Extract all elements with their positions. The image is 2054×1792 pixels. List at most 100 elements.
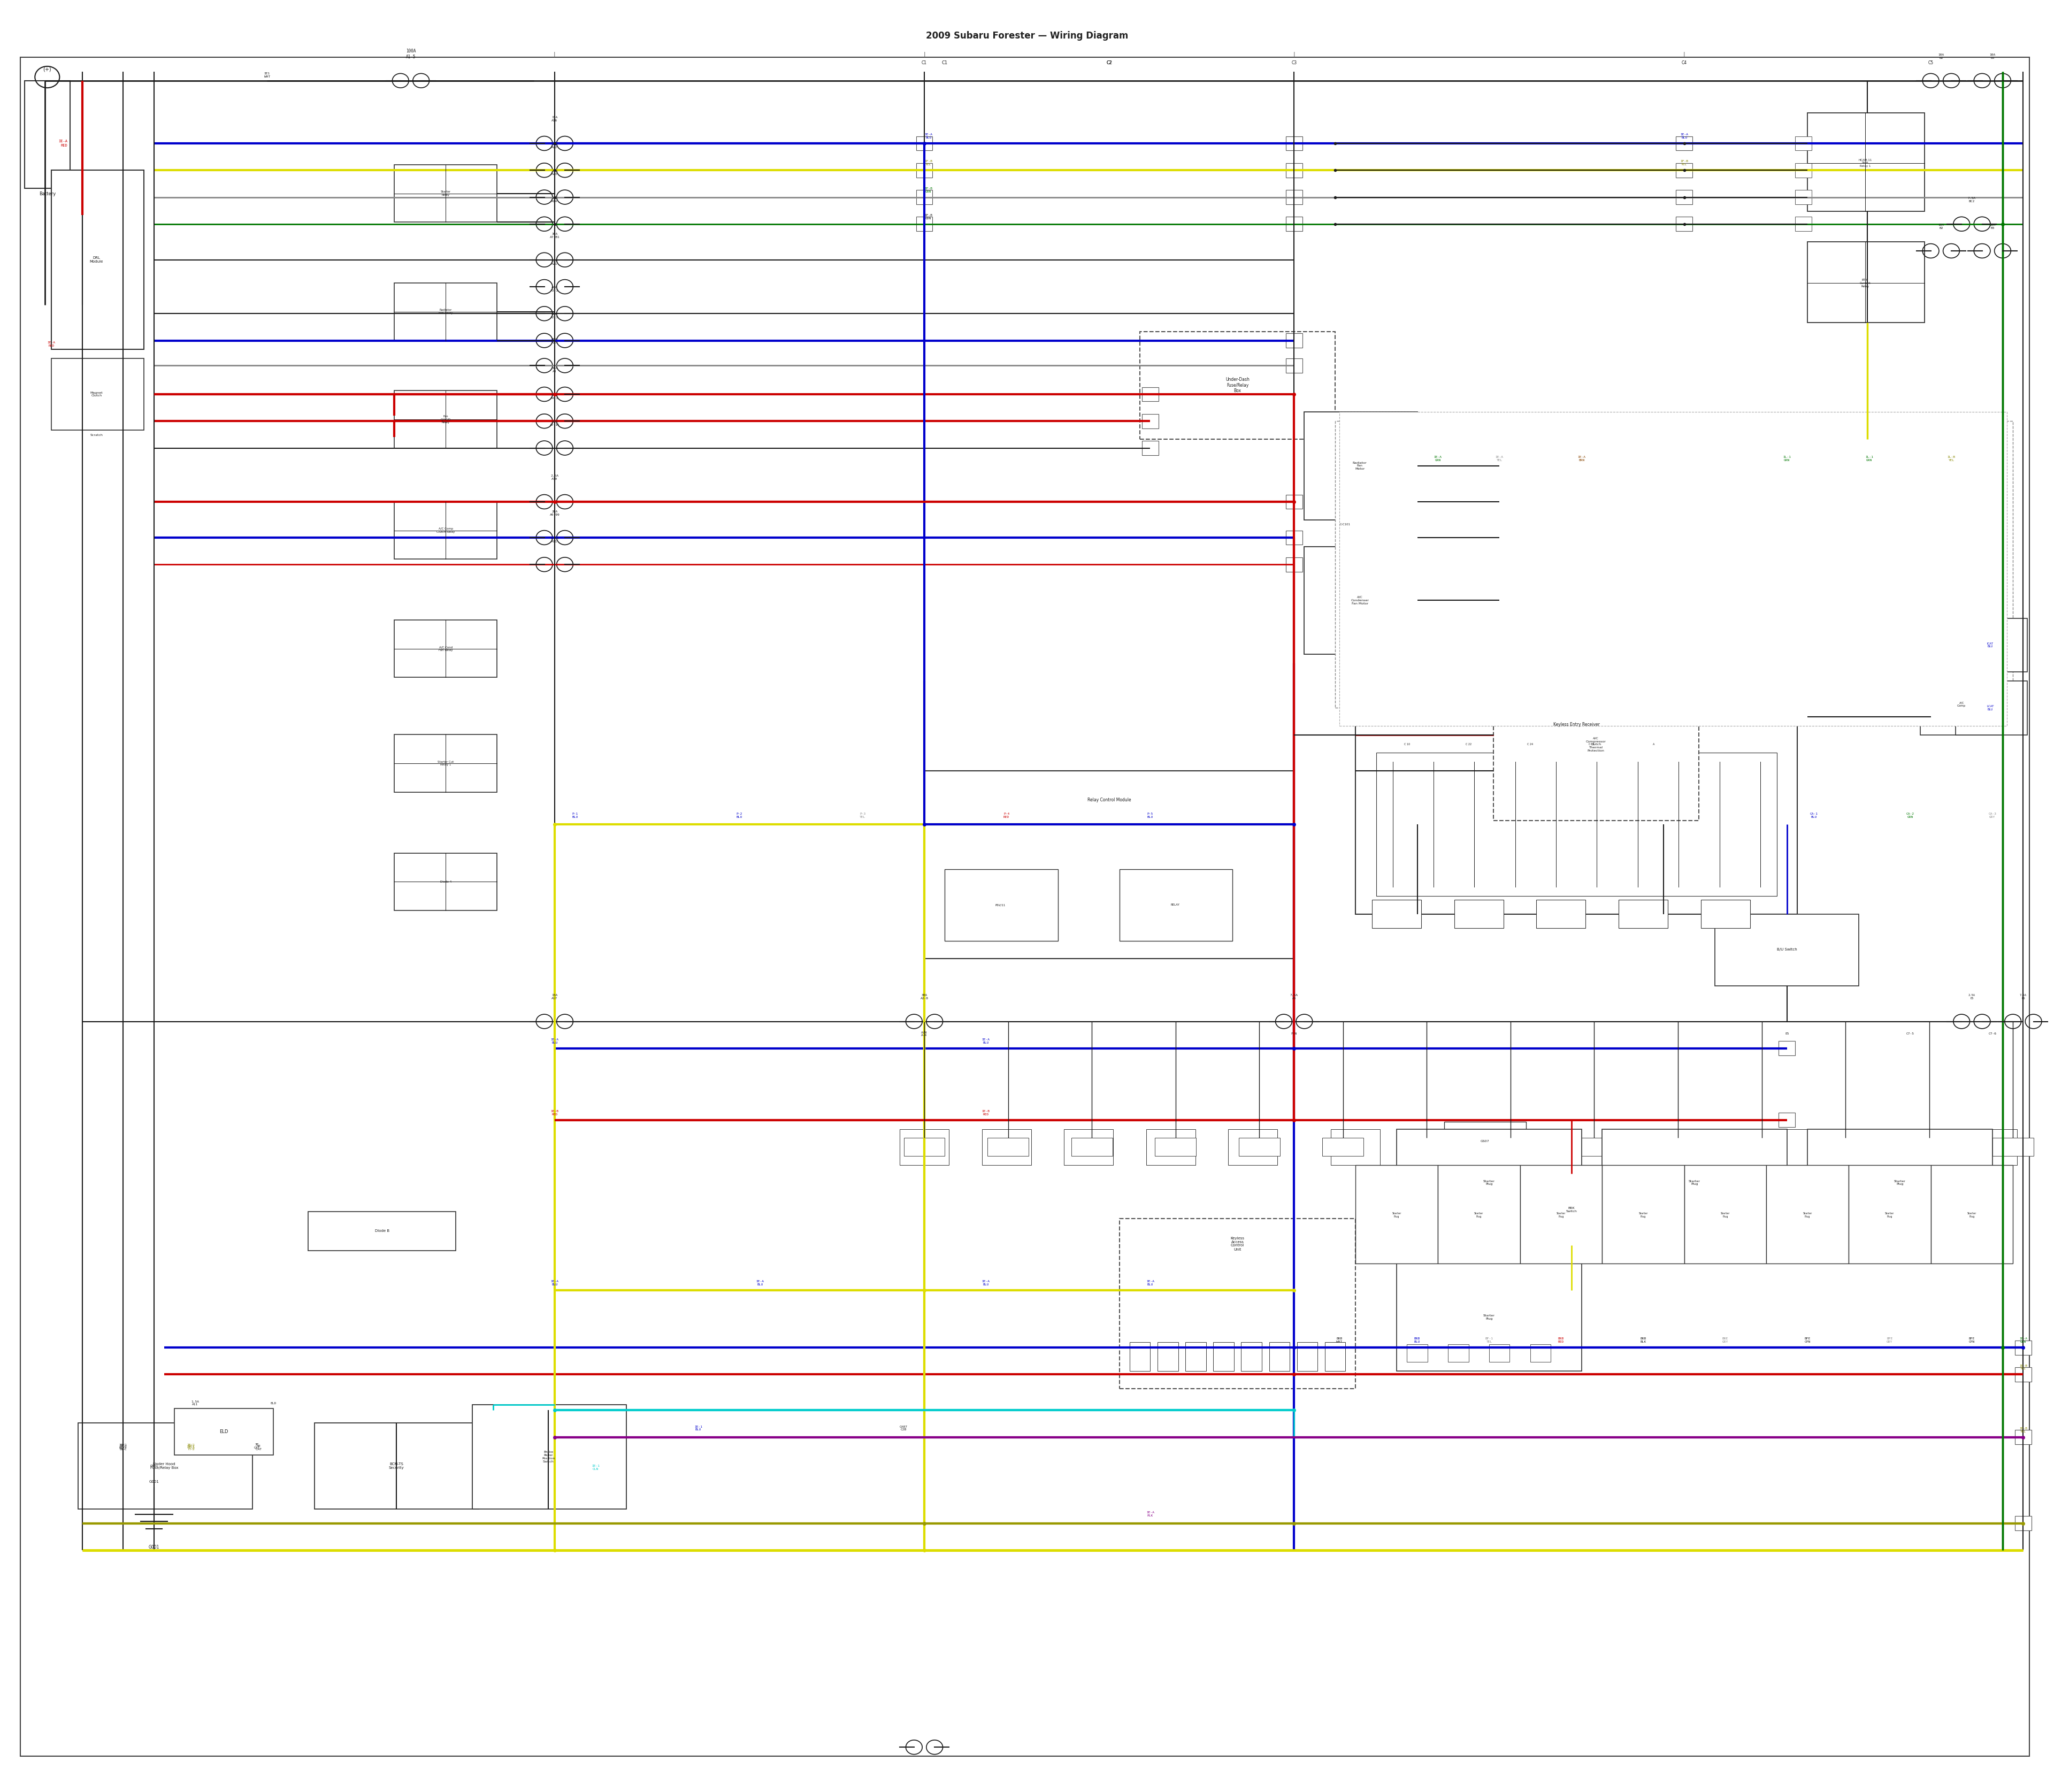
Text: CA-2
GRN: CA-2 GRN — [1906, 812, 1914, 819]
Text: P-5
BLU: P-5 BLU — [1148, 812, 1152, 819]
Text: PSV/11: PSV/11 — [994, 903, 1006, 907]
Text: P-1
BLU: P-1 BLU — [573, 812, 577, 819]
Bar — [394, 165, 497, 222]
Text: IE-B
RED: IE-B RED — [550, 1109, 559, 1116]
Bar — [1602, 1165, 1684, 1263]
Bar — [1119, 1219, 1356, 1389]
Bar — [1701, 900, 1750, 928]
Bar — [51, 358, 144, 430]
Text: CA-1
BLU: CA-1 BLU — [1810, 812, 1818, 819]
Text: BRK
Switch: BRK Switch — [1565, 1206, 1577, 1213]
Bar — [2015, 1430, 2031, 1444]
Bar — [1286, 217, 1302, 231]
Text: 30A
A2-8: 30A A2-8 — [920, 995, 928, 1000]
Bar — [982, 1129, 1031, 1165]
Text: 10A
B3: 10A B3 — [1990, 224, 1994, 229]
Bar — [314, 1423, 479, 1509]
Text: IE-1
CLN: IE-1 CLN — [592, 1464, 600, 1471]
Bar — [1454, 900, 1504, 928]
Text: IE-A
BLU: IE-A BLU — [756, 1279, 764, 1287]
Bar — [394, 853, 497, 910]
Text: 40A
A4-1: 40A A4-1 — [550, 394, 559, 400]
Bar — [1495, 1129, 1545, 1165]
Bar — [1908, 1138, 1949, 1156]
Text: IL-1
GRN: IL-1 GRN — [1783, 455, 1791, 462]
Bar — [1286, 163, 1302, 177]
Bar — [1239, 1138, 1280, 1156]
Text: IL-B
YEL: IL-B YEL — [1947, 455, 1955, 462]
Bar — [916, 190, 933, 204]
Text: CA87
C2B: CA87 C2B — [900, 1425, 908, 1432]
Text: HCAM-11
Shift
Relay 1: HCAM-11 Shift Relay 1 — [1859, 159, 1871, 167]
Text: E5: E5 — [1785, 1032, 1789, 1036]
Text: Starter
Plug: Starter Plug — [1393, 1211, 1401, 1219]
Bar — [1530, 1344, 1551, 1362]
Bar — [1331, 1129, 1380, 1165]
Bar — [1795, 190, 1812, 204]
Bar — [1920, 672, 2003, 735]
Text: Starter
Plug: Starter Plug — [1483, 1314, 1495, 1321]
Text: Fan
C/AC/O
Relay: Fan C/AC/O Relay — [442, 416, 450, 423]
Bar — [1296, 1342, 1317, 1371]
Bar — [1413, 1129, 1462, 1165]
Bar — [1530, 1210, 1551, 1228]
Bar — [2015, 1516, 2031, 1530]
Bar — [1736, 1210, 1756, 1228]
Bar — [1323, 1138, 1364, 1156]
Text: IE-1
BLU: IE-1 BLU — [694, 1425, 702, 1432]
Bar — [1304, 412, 1417, 520]
Text: IE1
WHT: IE1 WHT — [265, 72, 269, 79]
Bar — [1064, 1129, 1113, 1165]
Bar — [1955, 681, 2027, 735]
Bar — [1619, 900, 1668, 928]
Text: Under-Dash
Fuse/Relay
Box: Under-Dash Fuse/Relay Box — [1226, 378, 1249, 392]
Text: P-2
BLU: P-2 BLU — [737, 812, 741, 819]
Text: C-C101: C-C101 — [1339, 523, 1352, 525]
Bar — [1931, 1165, 2013, 1263]
Text: Diode 4: Diode 4 — [440, 880, 452, 883]
Bar — [1886, 1129, 1935, 1165]
Text: 3B/1
BL-L: 3B/1 BL-L — [119, 1443, 127, 1450]
Bar — [1214, 1342, 1234, 1371]
Bar — [1140, 332, 1335, 439]
Bar — [1619, 1129, 1668, 1165]
Text: C 22: C 22 — [1467, 744, 1471, 745]
Bar — [1653, 1210, 1674, 1228]
Bar — [308, 1211, 456, 1251]
Text: Starter
Plug: Starter Plug — [1721, 1211, 1729, 1219]
Bar — [394, 502, 497, 559]
Text: 30A
A3: 30A A3 — [553, 367, 557, 373]
Text: Starter
Plug: Starter Plug — [1639, 1211, 1647, 1219]
Bar — [394, 620, 497, 677]
Text: 7.5A
E6: 7.5A E6 — [2019, 995, 2027, 1000]
Text: P-4
RED: P-4 RED — [1004, 812, 1009, 819]
Text: Brake
Pedal
Position
Switch: Brake Pedal Position Switch — [542, 1452, 555, 1462]
Text: ICAT
BLU: ICAT BLU — [1986, 642, 1994, 649]
Text: C4: C4 — [1682, 61, 1686, 65]
Text: G001: G001 — [148, 1545, 160, 1550]
Text: GS07: GS07 — [1481, 1140, 1489, 1143]
Text: 15A
A16: 15A A16 — [553, 116, 557, 122]
Bar — [1397, 1263, 1582, 1371]
Text: 1.5A
A11: 1.5A A11 — [191, 1400, 199, 1407]
Bar — [1286, 190, 1302, 204]
Text: 15A
A14: 15A A14 — [553, 197, 557, 202]
Text: A/C
Compressor
Clutch
Thermal
Protection: A/C Compressor Clutch Thermal Protection — [1586, 737, 1606, 753]
Bar — [1612, 1210, 1633, 1228]
Text: CA-3
GRY: CA-3 GRY — [1988, 812, 1996, 819]
Bar — [25, 81, 70, 188]
Text: Starter
Plug: Starter Plug — [1886, 1211, 1894, 1219]
Bar — [1658, 1138, 1699, 1156]
Text: IF-B
YEL: IF-B YEL — [1680, 159, 1688, 167]
Bar — [1339, 412, 2007, 726]
Bar — [394, 735, 497, 792]
Bar — [1286, 530, 1302, 545]
Text: 3B/1
BL-L: 3B/1 BL-L — [119, 1444, 127, 1452]
Text: Starter
Plug: Starter Plug — [1968, 1211, 1976, 1219]
Bar — [1489, 1138, 1530, 1156]
Bar — [2015, 1340, 2031, 1355]
Bar — [1992, 1138, 2033, 1156]
Text: IE-B
YEL: IE-B YEL — [2019, 1364, 2027, 1371]
Bar — [1286, 358, 1302, 373]
Text: A/C Comp
Clutch Relay: A/C Comp Clutch Relay — [438, 527, 454, 534]
